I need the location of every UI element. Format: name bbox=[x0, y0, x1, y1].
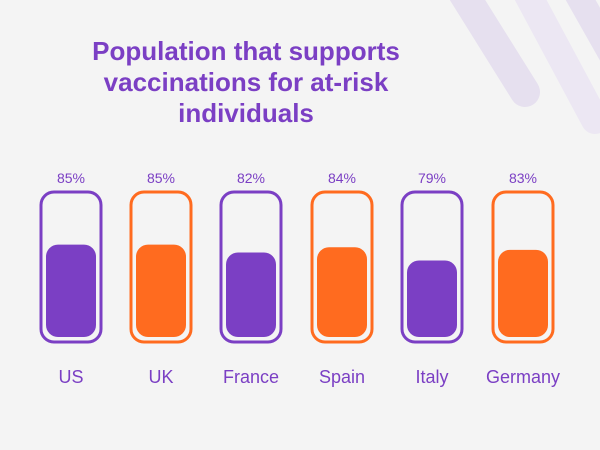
category-label: France bbox=[223, 367, 279, 387]
category-label: Italy bbox=[415, 367, 448, 387]
bar-fill bbox=[407, 260, 457, 337]
bar-capsule-outline bbox=[39, 190, 103, 344]
bar-value-label: 85% bbox=[57, 170, 85, 186]
decor-stripe bbox=[565, 0, 600, 61]
bar-capsule-outline bbox=[129, 190, 193, 344]
category-label: Germany bbox=[486, 367, 560, 387]
bar-value-label: 84% bbox=[328, 170, 356, 186]
bar-fill bbox=[226, 252, 276, 337]
bar-value-label: 79% bbox=[418, 170, 446, 186]
decor-stripe bbox=[449, 0, 540, 107]
decor-stripe bbox=[514, 0, 600, 134]
bar-fill bbox=[46, 244, 96, 337]
category-label: Spain bbox=[319, 367, 365, 387]
bar-value-label: 82% bbox=[237, 170, 265, 186]
category-label: UK bbox=[148, 367, 173, 387]
chart-title: Population that supports vaccinations fo… bbox=[92, 36, 400, 128]
bar-value-label: 85% bbox=[147, 170, 175, 186]
bar-capsule-outline bbox=[310, 190, 374, 344]
bar-capsule-outline bbox=[491, 190, 555, 344]
bar-capsule-outline bbox=[219, 190, 283, 344]
bar-fill bbox=[136, 244, 186, 337]
bar-fill bbox=[317, 247, 367, 337]
bar-capsule-outline bbox=[400, 190, 464, 344]
bar-fill bbox=[498, 249, 548, 337]
category-label: US bbox=[58, 367, 83, 387]
bar-value-label: 83% bbox=[509, 170, 537, 186]
